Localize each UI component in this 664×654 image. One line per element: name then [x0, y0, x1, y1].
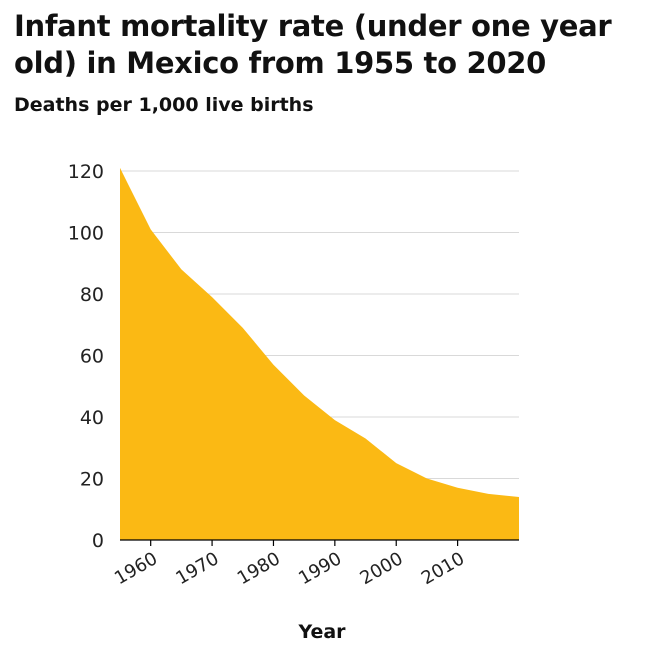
chart-title: Infant mortality rate (under one year ol… — [14, 9, 612, 80]
x-tick-labels: 1960 1970 1980 1990 2000 2010 — [111, 548, 468, 589]
y-tick-label-20: 20 — [80, 469, 104, 491]
y-tick-label-60: 60 — [80, 346, 104, 368]
y-tick-label-120: 120 — [68, 161, 104, 183]
y-tick-label-100: 100 — [68, 223, 104, 245]
y-axis-title: Deaths per 1,000 live births — [14, 94, 314, 116]
axes — [120, 539, 519, 546]
x-axis-title: Year — [297, 621, 346, 643]
area-series — [120, 167, 519, 540]
x-tick-label-1980: 1980 — [234, 548, 284, 589]
x-tick-label-1990: 1990 — [295, 548, 345, 589]
x-tick-label-2010: 2010 — [418, 548, 468, 589]
x-tick-label-1970: 1970 — [172, 548, 222, 589]
area-fill — [120, 167, 519, 540]
y-tick-label-80: 80 — [80, 284, 104, 306]
x-tick-label-1960: 1960 — [111, 548, 161, 589]
y-tick-label-0: 0 — [92, 530, 104, 552]
y-tick-label-40: 40 — [80, 407, 104, 429]
x-tick-label-2000: 2000 — [357, 548, 407, 589]
y-tick-labels: 0 20 40 60 80 100 120 — [68, 161, 104, 552]
